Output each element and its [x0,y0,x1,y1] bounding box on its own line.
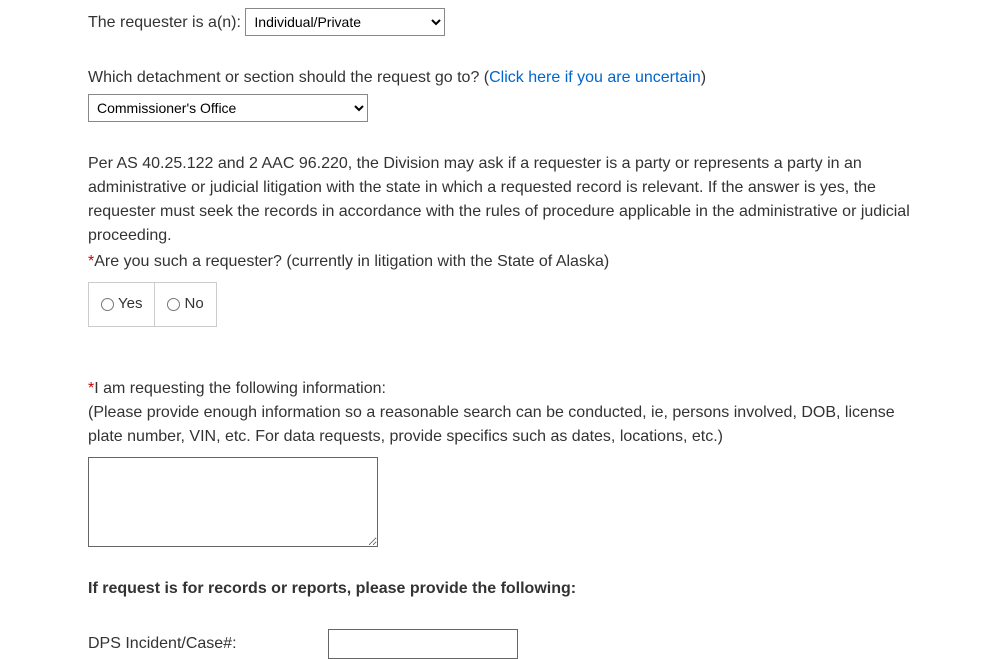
case-number-label: DPS Incident/Case#: [88,632,308,656]
litigation-no-label: No [184,293,203,316]
case-number-input[interactable] [328,629,518,659]
detachment-select[interactable]: Commissioner's Office [88,94,368,122]
detachment-help-link[interactable]: Click here if you are uncertain [489,69,701,86]
info-request-textarea[interactable] [88,457,378,547]
info-request-help: (Please provide enough information so a … [88,401,912,449]
litigation-radio-group: Yes No [88,282,217,327]
requester-type-label: The requester is a(n): [88,14,241,31]
requester-type-select[interactable]: Individual/Private [245,8,445,36]
litigation-yes-cell[interactable]: Yes [89,283,154,326]
detachment-question-prefix: Which detachment or section should the r… [88,69,489,86]
litigation-yes-label: Yes [118,293,142,316]
litigation-yes-radio[interactable] [101,298,114,311]
records-section-heading: If request is for records or reports, pl… [88,577,912,601]
info-request-heading: I am requesting the following informatio… [94,380,386,397]
litigation-question: Are you such a requester? (currently in … [94,253,609,270]
litigation-no-cell[interactable]: No [154,283,215,326]
litigation-no-radio[interactable] [167,298,180,311]
detachment-question-suffix: ) [701,69,706,86]
litigation-paragraph: Per AS 40.25.122 and 2 AAC 96.220, the D… [88,152,912,248]
